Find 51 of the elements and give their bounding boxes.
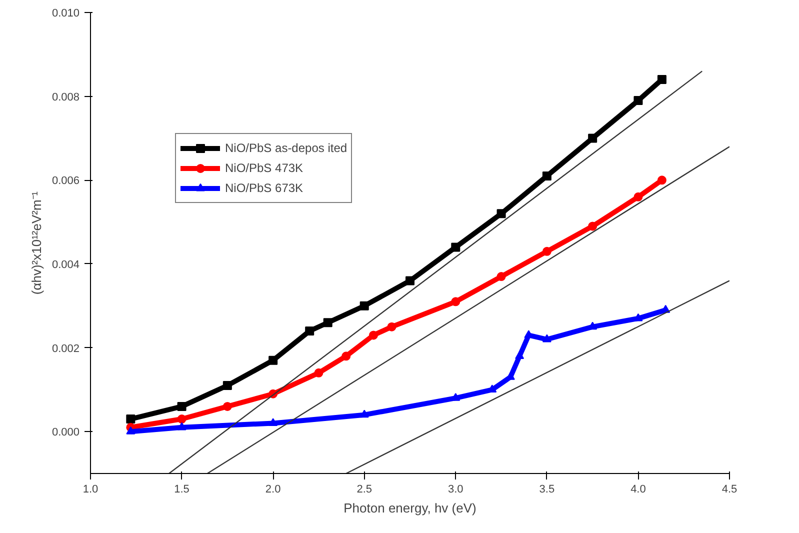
point: [268, 356, 278, 365]
point: [406, 276, 414, 286]
point: [305, 326, 314, 336]
y-tick-label: 0.004: [52, 258, 80, 271]
point: [177, 402, 186, 411]
point: [588, 222, 598, 231]
point: [314, 368, 324, 378]
point: [515, 351, 524, 359]
point: [368, 330, 378, 340]
point: [126, 414, 136, 424]
point: [126, 426, 136, 434]
legend-label: NiO/PbS 473K: [225, 161, 304, 175]
point: [268, 418, 278, 426]
x-tick-label: 1.0: [82, 484, 98, 496]
point: [542, 334, 552, 342]
legend-label: NiO/PbS 673K: [225, 181, 304, 195]
point: [323, 318, 332, 328]
x-tick-label: 1.5: [174, 484, 190, 496]
point: [496, 272, 506, 282]
point: [634, 192, 643, 202]
point: [496, 209, 506, 218]
point: [542, 171, 552, 180]
point: [342, 352, 351, 361]
point: [222, 402, 232, 411]
point: [360, 301, 369, 310]
y-tick-label: 0.006: [52, 175, 80, 188]
x-tick-label: 4.0: [630, 484, 646, 496]
y-tick-label: 0.010: [52, 8, 80, 20]
y-axis-title: (αhv)²x10¹²eV²m⁻¹: [28, 190, 44, 295]
point: [222, 380, 232, 390]
point: [387, 322, 396, 332]
y-tick-label: 0.008: [52, 91, 80, 104]
point: [177, 422, 186, 430]
x-tick-label: 2.5: [356, 484, 372, 496]
x-tick-label: 3.0: [448, 484, 464, 496]
y-tick-label: 0.000: [52, 426, 80, 439]
x-tick-label: 3.5: [539, 484, 555, 496]
x-tick-label: 4.5: [722, 484, 738, 496]
point: [451, 242, 460, 252]
legend-label: NiO/PbS as-depos ited: [225, 141, 348, 155]
point: [657, 176, 666, 185]
point: [360, 410, 369, 418]
point: [634, 96, 643, 106]
x-tick-label: 2.0: [265, 484, 281, 496]
y-tick-label: 0.002: [52, 342, 80, 355]
point: [542, 246, 552, 256]
point: [588, 134, 598, 143]
point: [177, 414, 186, 424]
x-axis-title: Photon energy, hv (eV): [344, 500, 476, 516]
point: [451, 297, 460, 306]
point: [657, 75, 666, 84]
